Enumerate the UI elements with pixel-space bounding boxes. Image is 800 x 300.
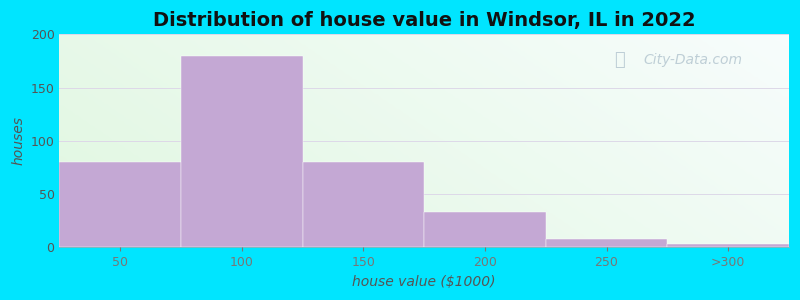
X-axis label: house value ($1000): house value ($1000) [352,275,496,289]
Y-axis label: houses: houses [11,116,25,165]
Bar [302,162,424,247]
Title: Distribution of house value in Windsor, IL in 2022: Distribution of house value in Windsor, … [153,11,695,30]
Bar [424,212,546,247]
Bar [546,239,667,247]
Bar [667,244,789,247]
Bar [181,56,302,247]
Text: City-Data.com: City-Data.com [643,53,742,67]
Text: ⓘ: ⓘ [614,51,625,69]
Bar [59,162,181,247]
